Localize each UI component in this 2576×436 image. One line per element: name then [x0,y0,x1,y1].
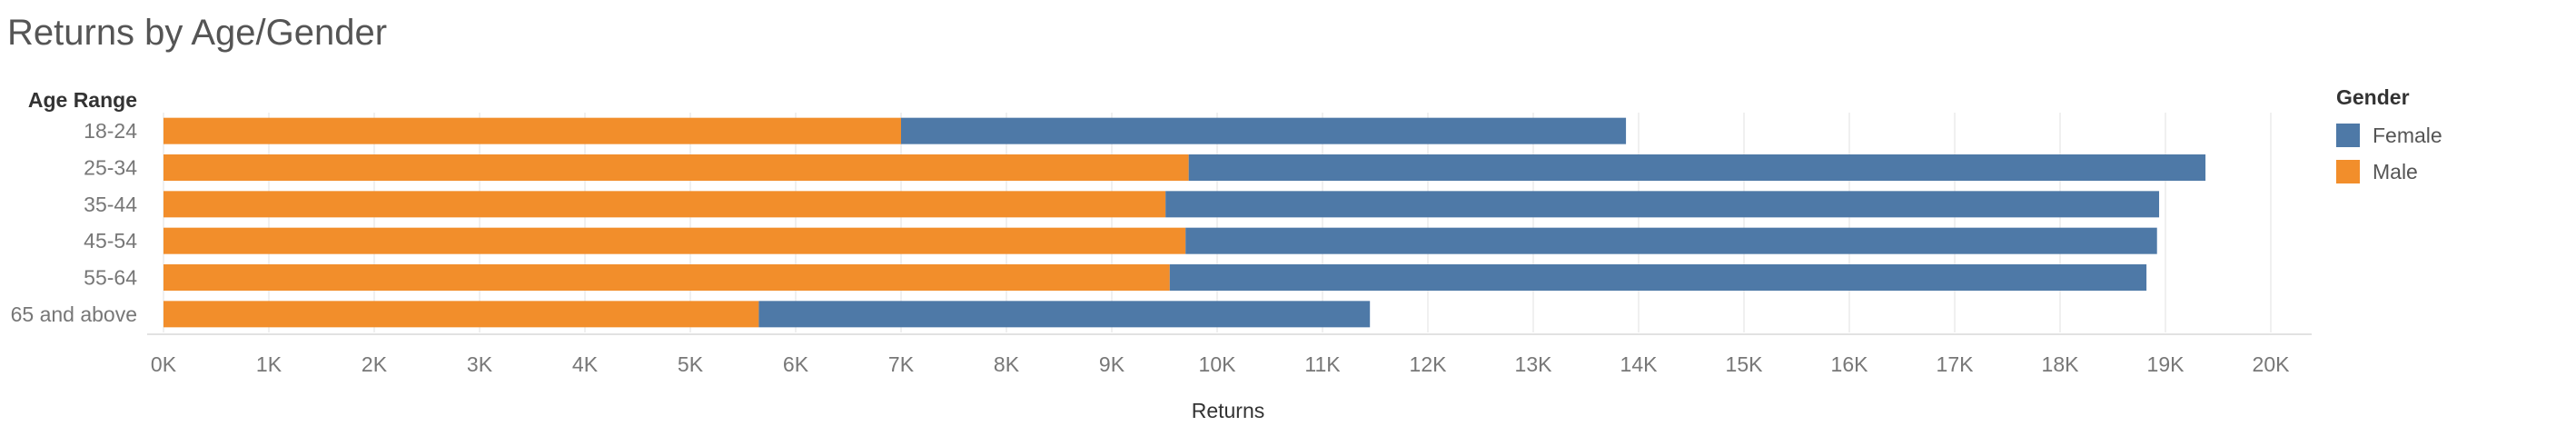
x-tick-label: 0K [151,352,177,376]
x-tick-label: 16K [1831,352,1869,376]
bar-male [163,301,759,328]
x-tick-label: 6K [783,352,809,376]
x-tick-label: 1K [256,352,282,376]
x-tick-label: 14K [1620,352,1659,376]
x-tick-label: 18K [2042,352,2080,376]
category-label: 18-24 [84,119,137,143]
x-tick-label: 20K [2253,352,2291,376]
x-tick-label: 7K [888,352,915,376]
x-tick-label: 8K [994,352,1020,376]
x-tick-label: 15K [1726,352,1764,376]
category-label: 35-44 [84,193,137,216]
legend-swatch-male [2336,160,2360,183]
category-label: 65 and above [11,302,137,326]
bar-female [901,117,1627,144]
x-tick-label: 13K [1515,352,1553,376]
bar-male [163,191,1166,218]
x-tick-label: 4K [572,352,599,376]
x-tick-label: 9K [1099,352,1125,376]
legend-label-female: Female [2373,123,2442,147]
bar-female [1188,154,2206,181]
x-tick-label: 10K [1199,352,1237,376]
x-tick-label: 5K [678,352,704,376]
bar-male [163,117,901,144]
legend-swatch-female [2336,124,2360,147]
legend-item-male[interactable]: Male [2336,154,2442,190]
x-tick-label: 11K [1304,352,1341,376]
category-label: 45-54 [84,229,137,253]
chart-title: Returns by Age/Gender [7,13,388,53]
x-tick-label: 3K [467,352,493,376]
bar-female [1185,227,2157,254]
bar-chart: 0K 1K 2K 3K 4K 5K 6K 7K 8K 9K 10K 11K 12K 13K 14K 15K 16… [11,88,2312,422]
bar-male [163,154,1189,181]
x-tick-label: 19K [2147,352,2185,376]
category-label: 55-64 [84,266,137,290]
legend-title: Gender [2336,85,2410,109]
x-tick-label: 12K [1410,352,1448,376]
bar-female [758,301,1371,328]
bar-male [163,227,1186,254]
bar-female [1169,264,2147,291]
legend-label-male: Male [2373,159,2418,183]
category-label: 25-34 [84,156,137,180]
legend: Gender Female Male [2336,85,2442,190]
x-axis-title: Returns [1192,399,1265,422]
category-axis-title: Age Range [28,88,137,112]
x-tick-label: 17K [1937,352,1975,376]
bar-male [163,264,1170,291]
legend-item-female[interactable]: Female [2336,117,2442,154]
bar-female [1165,191,2160,218]
x-tick-label: 2K [362,352,388,376]
